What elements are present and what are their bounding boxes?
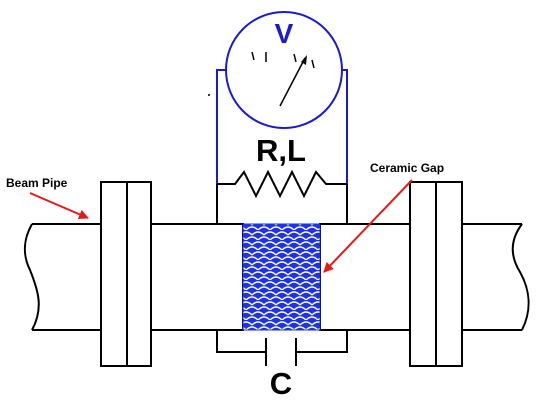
needle-tip bbox=[301, 55, 307, 65]
voltmeter-dial bbox=[225, 11, 343, 129]
dial-ticks bbox=[251, 51, 315, 69]
flange-left bbox=[100, 181, 152, 367]
stray-dot bbox=[208, 94, 210, 96]
beam-pipe-center-right bbox=[319, 223, 410, 331]
impedance-label: R,L bbox=[256, 133, 306, 168]
beam-pipe-arrow bbox=[29, 192, 89, 220]
ceramic-gap bbox=[242, 223, 321, 331]
voltmeter-label: V bbox=[275, 18, 294, 49]
voltmeter: V bbox=[225, 11, 343, 129]
beam-pipe-center-left bbox=[151, 223, 244, 331]
voltmeter-needle bbox=[279, 57, 306, 107]
impedance-branch bbox=[216, 169, 348, 224]
ceramic-gap-label: Ceramic Gap bbox=[370, 161, 444, 175]
capacitor-branch bbox=[216, 330, 348, 366]
capacitor-label: C bbox=[270, 366, 292, 401]
resistor-zigzag bbox=[217, 169, 347, 199]
ceramic-gap-arrow bbox=[323, 179, 413, 273]
beam-pipe-right bbox=[462, 223, 530, 331]
beam-pipe-left bbox=[24, 223, 101, 331]
beam-pipe-label: Beam Pipe bbox=[6, 176, 68, 190]
flange-right bbox=[409, 181, 463, 367]
